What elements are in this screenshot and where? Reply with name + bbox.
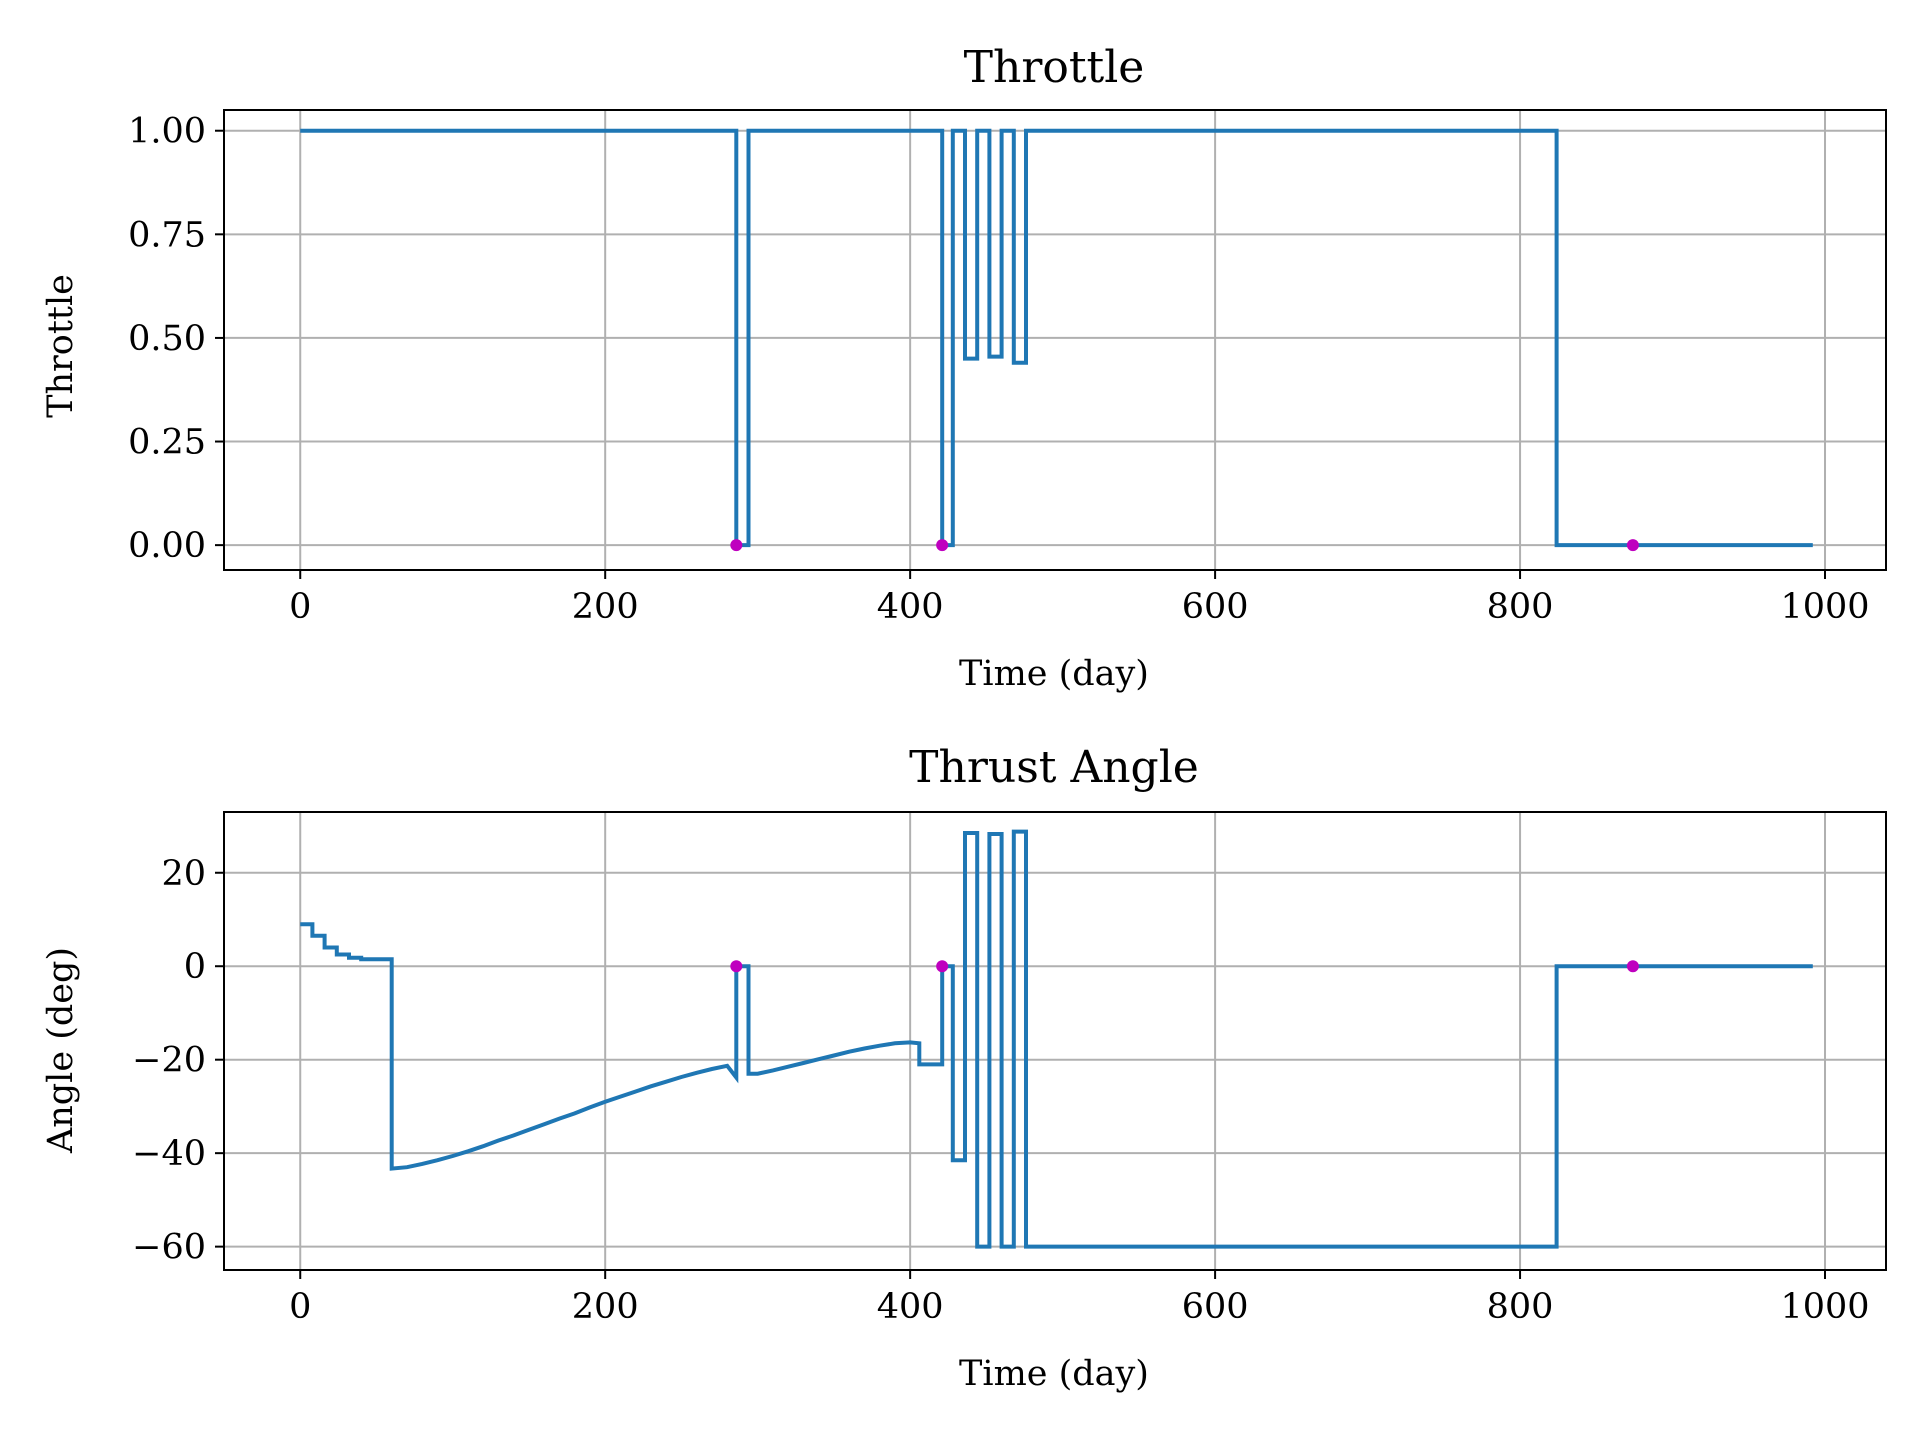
throttle-y-tick-label-2: 0.50 [128,319,206,359]
throttle-y-tick-label-3: 0.75 [128,215,206,255]
throttle-title: Throttle [964,42,1145,93]
thrust-angle-x-axis-label: Time (day) [959,1354,1149,1394]
throttle-series-line-0 [300,128,1813,548]
throttle-x-tick-label-2: 400 [877,587,944,627]
throttle-panel: Throttle Time (day) Throttle 0 200 400 600 8… [41,42,1887,694]
thrust-angle-series-line-0 [300,829,1813,1249]
thrust-angle-event-marker-1 [936,960,949,973]
throttle-axes-frame [223,109,1887,571]
thrust-angle-y-tick-label-3: −40 [132,1134,206,1174]
throttle-y-tick-label-4: 1.00 [128,112,206,152]
thrust-angle-x-tick-label-3: 600 [1182,1287,1249,1327]
thrust-angle-y-axis-label: Angle (deg) [41,947,81,1154]
thrust-angle-x-tick-label-5: 1000 [1780,1287,1869,1327]
thrust-angle-title: Thrust Angle [909,742,1199,793]
throttle-x-tick-label-4: 800 [1487,587,1554,627]
throttle-x-tick-label-1: 200 [572,587,639,627]
throttle-y-tick-label-1: 0.25 [128,423,206,463]
thrust-angle-x-tick-label-2: 400 [877,1287,944,1327]
thrust-angle-y-tick-label-4: −60 [132,1228,206,1268]
throttle-x-tick-label-3: 600 [1182,587,1249,627]
thrust-angle-x-tick-label-1: 200 [572,1287,639,1327]
thrust-angle-x-tick-label-0: 0 [289,1287,311,1327]
throttle-x-tick-label-5: 1000 [1780,587,1869,627]
thrust-angle-y-tick-label-1: 0 [184,947,206,987]
thrust-angle-event-marker-0 [730,960,743,973]
throttle-event-marker-2 [1626,539,1639,552]
thrust-angle-x-tick-label-4: 800 [1487,1287,1554,1327]
thrust-angle-y-tick-label-2: −20 [132,1041,206,1081]
thrust-angle-y-tick-label-0: 20 [161,854,206,894]
throttle-x-tick-label-0: 0 [289,587,311,627]
thrust-angle-axes-frame [223,811,1887,1271]
thrust-angle-event-marker-2 [1626,960,1639,973]
throttle-y-tick-label-0: 0.00 [128,526,206,566]
throttle-event-marker-1 [936,539,949,552]
throttle-y-axis-label: Throttle [41,274,81,418]
thrust-angle-panel: Thrust Angle Time (day) Angle (deg) 0 200… [41,742,1887,1394]
throttle-x-axis-label: Time (day) [959,654,1149,694]
throttle-event-marker-0 [730,539,743,552]
